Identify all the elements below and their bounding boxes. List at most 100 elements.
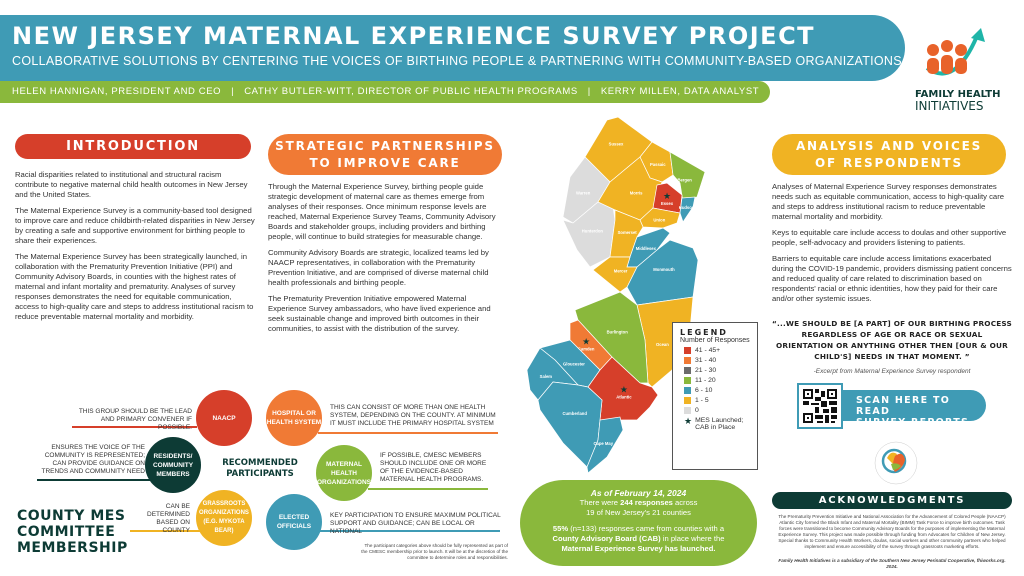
stats-text: County Advisory Board (CAB): [552, 534, 661, 543]
county-label: Warren: [576, 191, 591, 196]
member-hospital: HOSPITAL OR HEALTH SYSTEM: [266, 390, 322, 446]
analysis-text: Analyses of Maternal Experience Survey r…: [772, 182, 1012, 310]
member-maternal-health: MATERNAL HEALTH ORGANIZATIONS: [316, 445, 372, 501]
separator: |: [231, 86, 235, 97]
county-label: Salem: [540, 374, 553, 379]
heading-line: TO IMPROVE CARE: [309, 155, 461, 170]
county-label: Union: [653, 217, 665, 222]
county-mercer: [592, 256, 638, 293]
title-line: COUNTY MES: [17, 508, 126, 524]
stats-text: (n=133) responses came from counties wit…: [568, 524, 725, 533]
scan-survey-reports-link[interactable]: SCAN HERE TO READ SURVEY REPORTS: [840, 390, 986, 428]
county-label: Cumberland: [562, 411, 587, 416]
acknowledgments-text: The Prematurity Prevention Initiative an…: [778, 514, 1006, 549]
legend-item: 6 - 10: [684, 387, 750, 394]
county-label: Essex: [661, 201, 674, 206]
legend-label: 41 - 45+: [695, 347, 721, 354]
paragraph: Barriers to equitable care include acces…: [772, 254, 1012, 303]
legend-item: 21 - 30: [684, 367, 750, 374]
legend-swatch: [684, 387, 691, 394]
paragraph: Keys to equitable care include access to…: [772, 228, 1007, 247]
label-line: RECOMMENDED: [222, 458, 298, 468]
family-people-icon: [925, 28, 985, 76]
introduction-heading: INTRODUCTION: [15, 134, 251, 159]
stats-text: Maternal Experience Survey has launched.: [561, 544, 716, 553]
scan-label: SURVEY REPORTS: [856, 417, 970, 428]
member-naacp: NAACP: [196, 390, 252, 446]
star-icon: ★: [684, 416, 693, 426]
county-label: Gloucester: [563, 361, 585, 366]
title-line: MEMBERSHIP: [17, 540, 128, 556]
paragraph: Analyses of Maternal Experience Survey r…: [772, 182, 1005, 221]
legend-swatch: [684, 377, 691, 384]
author: HELEN HANNIGAN, PRESIDENT AND CEO: [12, 86, 222, 97]
acknowledgments-footer: Family Health Initiatives is a subsidiar…: [778, 558, 1006, 569]
legend-star: ★ MES Launched; CAB in Place: [684, 416, 750, 432]
authors-bar: HELEN HANNIGAN, PRESIDENT AND CEO | CATHY …: [0, 81, 770, 103]
county-label: Sussex: [609, 141, 624, 146]
divider: [72, 426, 197, 428]
legend-label: 1 - 5: [695, 397, 709, 404]
author: CATHY BUTLER-WITT, DIRECTOR OF PUBLIC HE…: [244, 86, 578, 97]
introduction-text: Racial disparities related to institutio…: [15, 170, 257, 328]
county-label: Hudson: [679, 205, 695, 210]
paragraph: Through the Maternal Experience Survey, …: [268, 182, 496, 241]
heading-line: OF RESPONDENTS: [815, 155, 963, 170]
note-naacp: THIS GROUP SHOULD BE THE LEAD AND PRIMAR…: [78, 408, 192, 431]
ppi-heart-icon: [874, 441, 918, 485]
county-label: Middlesex: [636, 246, 657, 251]
divider: [130, 530, 200, 532]
county-label: Passaic: [650, 162, 666, 167]
county-hudson: [679, 196, 696, 223]
logo-text: INITIATIVES: [915, 99, 984, 113]
county-label: Atlantic: [616, 395, 632, 400]
stats-percent: 55%: [552, 524, 569, 533]
legend-label: 11 - 20: [695, 377, 716, 384]
new-jersey-county-map: Sussex Passaic Bergen Warren Hunterdon Morris…: [526, 116, 706, 474]
strategic-text: Through the Maternal Experience Survey, …: [268, 182, 506, 340]
committee-title: COUNTY MES COMMITTEE MEMBERSHIP: [17, 508, 128, 556]
county-label: Monmouth: [653, 267, 675, 272]
legend-swatch: [684, 407, 691, 414]
legend-swatch: [684, 367, 691, 374]
author: KERRY MILLEN, DATA ANALYST: [600, 86, 760, 97]
map-legend: LEGEND Number of Responses 41 - 45+ 31 - …: [672, 322, 758, 470]
legend-label: 0: [695, 407, 699, 414]
county-cape-may: [586, 416, 624, 474]
county-label: Ocean: [656, 342, 669, 347]
legend-label: 21 - 30: [695, 367, 717, 374]
county-label: Mercer: [614, 269, 628, 274]
legend-label: 31 - 40: [695, 357, 717, 364]
scan-label: SCAN HERE TO READ: [856, 395, 951, 417]
stats-date: As of February 14, 2024: [590, 488, 687, 498]
legend-item: 41 - 45+: [684, 347, 750, 354]
stats-text: There were: [579, 498, 621, 507]
paragraph: The Maternal Experience Survey is a comm…: [15, 206, 255, 245]
divider: [37, 479, 152, 481]
paragraph: Racial disparities related to institutio…: [15, 170, 248, 199]
legend-swatch: [684, 397, 691, 404]
quote-source: -Excerpt from Maternal Experience Survey…: [813, 368, 971, 375]
note-grassroots: CAN BE DETERMINED BASED ON COUNTY: [147, 503, 190, 534]
member-grassroots: GRASSROOTS ORGANIZATIONS (E.G. MYKOTA BE…: [196, 490, 252, 546]
analysis-heading: ANALYSIS AND VOICES OF RESPONDENTS: [772, 134, 1006, 175]
legend-item: 1 - 5: [684, 397, 750, 404]
respondent-quote: “...WE SHOULD BE [A PART] OF OUR BIRTHIN…: [772, 319, 1013, 361]
paragraph: Community Advisory Boards are strategic,…: [268, 248, 489, 287]
stats-text: across: [672, 498, 698, 507]
committee-footnote: The participant categories above should …: [361, 543, 508, 560]
qr-code[interactable]: [797, 383, 843, 429]
title-line: COMMITTEE: [17, 524, 116, 540]
legend-subtitle: Number of Responses: [680, 337, 750, 344]
logo-text: FAMILY HEALTH: [915, 89, 1001, 100]
divider: [318, 530, 500, 532]
legend-item: 0: [684, 407, 750, 414]
recommended-participants-label: RECOMMENDED PARTICIPANTS: [215, 458, 305, 480]
note-elected-officials: KEY PARTICIPATION TO ENSURE MAXIMUM POLI…: [330, 512, 501, 535]
county-label: Camden: [578, 347, 595, 352]
qr-code-icon: [803, 389, 837, 423]
county-hunterdon: [562, 201, 616, 268]
legend-item: 31 - 40: [684, 357, 750, 364]
divider: [318, 432, 498, 434]
note-hospital: THIS CAN CONSIST OF MORE THAN ONE HEALTH…: [330, 404, 496, 427]
